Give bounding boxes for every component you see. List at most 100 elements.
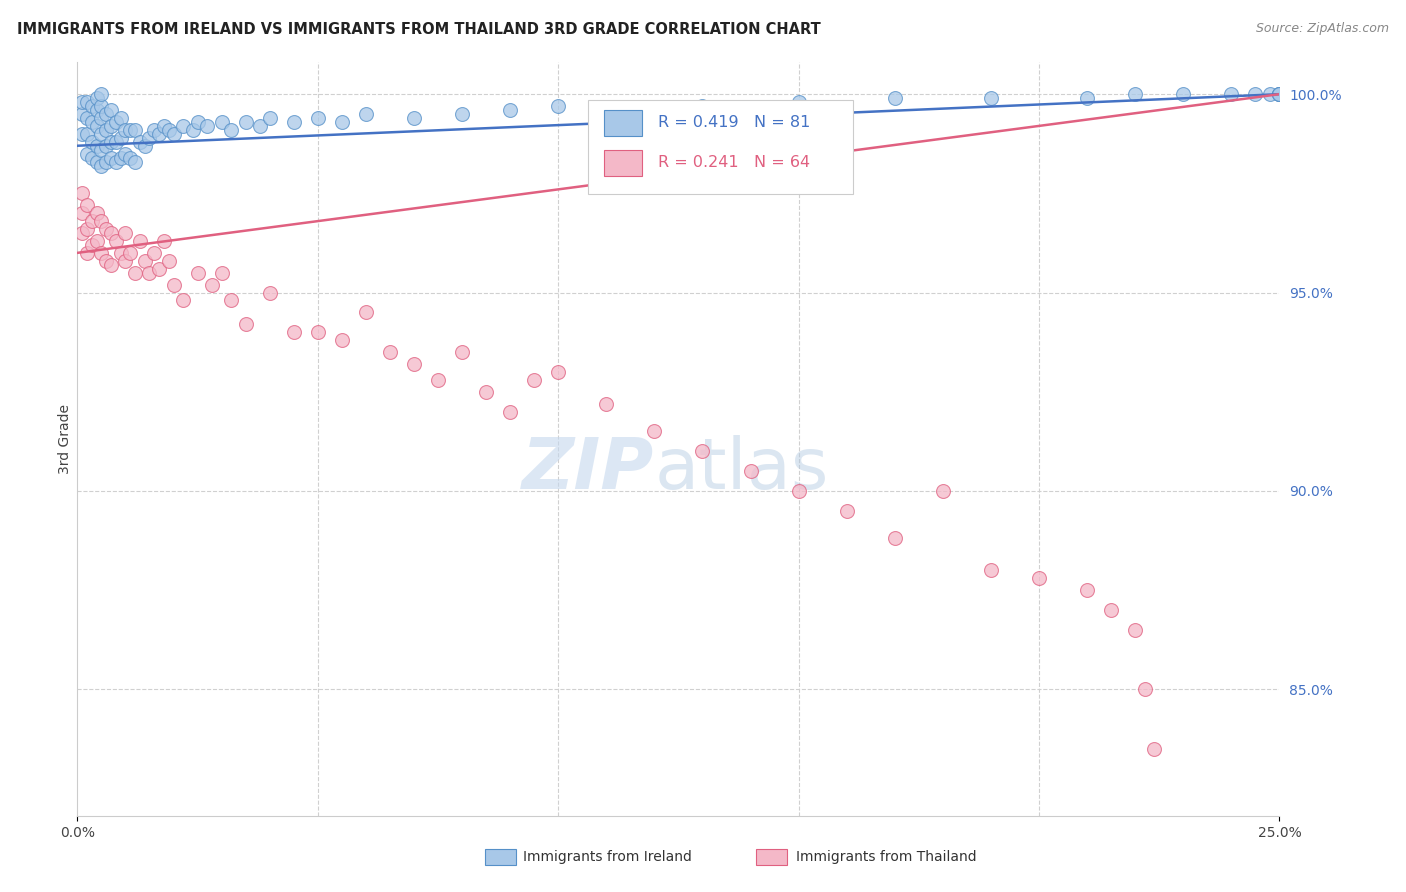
Point [70, 206, 93, 220]
Point [330, 115, 353, 129]
Point [96, 123, 118, 137]
Point [153, 234, 176, 248]
Point [138, 131, 160, 145]
Point [330, 333, 353, 347]
Point [1268, 87, 1291, 102]
Point [1268, 87, 1291, 102]
Point [76, 127, 98, 141]
Point [1244, 87, 1267, 102]
Point [86, 234, 108, 248]
Point [402, 111, 425, 125]
Point [283, 115, 305, 129]
Point [80, 214, 103, 228]
Point [124, 123, 146, 137]
Point [1123, 87, 1146, 102]
Point [134, 138, 156, 153]
Point [70, 226, 93, 240]
Point [499, 103, 522, 117]
Point [86, 206, 108, 220]
Point [1143, 741, 1166, 756]
Point [195, 119, 218, 133]
Point [172, 293, 194, 308]
FancyBboxPatch shape [588, 100, 852, 194]
Point [143, 123, 166, 137]
Point [76, 146, 98, 161]
Point [162, 127, 184, 141]
Point [547, 365, 569, 379]
Point [451, 107, 474, 121]
Point [219, 123, 242, 137]
Point [451, 345, 474, 359]
FancyBboxPatch shape [603, 110, 643, 136]
Point [80, 238, 103, 252]
Point [692, 444, 714, 458]
Point [110, 131, 132, 145]
Point [643, 425, 665, 439]
Point [162, 277, 184, 292]
Point [100, 103, 122, 117]
Point [110, 151, 132, 165]
Point [1123, 623, 1146, 637]
Y-axis label: 3rd Grade: 3rd Grade [58, 404, 72, 475]
Point [80, 99, 103, 113]
Point [90, 159, 112, 173]
Point [157, 123, 180, 137]
Point [114, 253, 136, 268]
Point [787, 95, 810, 109]
Point [883, 532, 905, 546]
Point [104, 135, 127, 149]
Point [143, 245, 166, 260]
Point [100, 119, 122, 133]
Point [235, 115, 257, 129]
Point [70, 95, 93, 109]
Point [114, 146, 136, 161]
Point [740, 464, 762, 478]
Point [1173, 87, 1195, 102]
Point [211, 115, 233, 129]
Point [100, 151, 122, 165]
Text: ZIP: ZIP [522, 435, 654, 504]
Point [354, 107, 377, 121]
Point [76, 95, 98, 109]
Text: Immigrants from Thailand: Immigrants from Thailand [796, 850, 976, 864]
Point [499, 404, 522, 418]
Point [76, 198, 98, 212]
Point [980, 91, 1002, 105]
Point [138, 266, 160, 280]
Point [219, 293, 242, 308]
Point [86, 103, 108, 117]
Point [90, 214, 112, 228]
Point [90, 127, 112, 141]
Point [114, 123, 136, 137]
Point [86, 119, 108, 133]
Point [110, 245, 132, 260]
Point [100, 135, 122, 149]
Point [86, 91, 108, 105]
Point [80, 151, 103, 165]
Point [307, 111, 329, 125]
Point [932, 483, 955, 498]
Point [354, 305, 377, 319]
Point [427, 373, 450, 387]
Point [70, 107, 93, 121]
Point [148, 127, 170, 141]
Point [172, 119, 194, 133]
Point [1268, 87, 1291, 102]
Point [692, 99, 714, 113]
Point [211, 266, 233, 280]
Point [259, 285, 281, 300]
Point [96, 107, 118, 121]
Point [547, 99, 569, 113]
Point [120, 123, 142, 137]
Point [980, 563, 1002, 577]
Point [181, 123, 204, 137]
Point [100, 226, 122, 240]
Text: Source: ZipAtlas.com: Source: ZipAtlas.com [1256, 22, 1389, 36]
Point [114, 226, 136, 240]
Point [80, 115, 103, 129]
Point [153, 119, 176, 133]
Point [76, 111, 98, 125]
Point [104, 154, 127, 169]
Point [110, 111, 132, 125]
Text: IMMIGRANTS FROM IRELAND VS IMMIGRANTS FROM THAILAND 3RD GRADE CORRELATION CHART: IMMIGRANTS FROM IRELAND VS IMMIGRANTS FR… [17, 22, 821, 37]
